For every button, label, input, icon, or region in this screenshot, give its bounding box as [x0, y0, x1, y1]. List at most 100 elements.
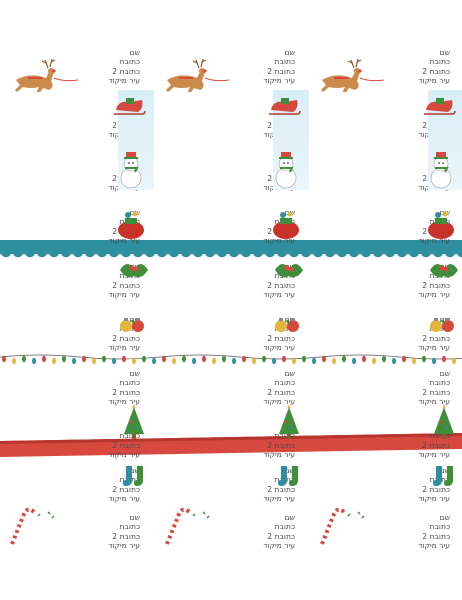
address-line-address: כתובת: [274, 522, 295, 532]
candy-cane-art: [159, 506, 215, 546]
address-line-address: כתובת: [429, 378, 450, 388]
light-bulb: [252, 357, 256, 365]
address-line-address2: כתובת 2: [112, 531, 140, 541]
light-bulb: [192, 357, 196, 365]
sleigh-art: [422, 96, 456, 118]
christmas-tree-art: [432, 404, 456, 440]
gift-sack-art: [116, 208, 146, 240]
address-line-address2: כתובת 2: [267, 484, 295, 494]
address-line-city-zip: עיר מיקוד: [108, 290, 140, 300]
address-line-address2: כתובת 2: [112, 484, 140, 494]
address-line-address2: כתובת 2: [422, 66, 450, 76]
light-bulb: [272, 357, 276, 365]
address-line-address2: כתובת 2: [422, 333, 450, 343]
light-bulb: [52, 357, 56, 365]
gift-sack-art: [271, 208, 301, 240]
address-line-city-zip: עיר מיקוד: [263, 236, 295, 246]
address-line-city-zip: עיר מיקוד: [108, 494, 140, 504]
address-line-name: שם: [439, 513, 450, 522]
light-bulb: [442, 355, 446, 363]
address-line-city-zip: עיר מיקוד: [418, 290, 450, 300]
address-line-address: כתובת: [274, 431, 295, 441]
light-bulb: [312, 357, 316, 365]
address-line-city-zip: עיר מיקוד: [108, 541, 140, 551]
string-lights: [0, 354, 462, 365]
light-bulb: [242, 355, 246, 363]
light-bulb: [292, 357, 296, 365]
address-line-name: שם: [439, 466, 450, 475]
stockings-art: [122, 464, 148, 490]
address-line-address: כתובת: [274, 378, 295, 388]
address-line-name: שם: [284, 262, 295, 271]
address-line-city-zip: עיר מיקוד: [263, 541, 295, 551]
lights-wire: [0, 354, 462, 360]
light-bulb: [42, 355, 46, 363]
light-bulb: [352, 357, 356, 365]
light-bulb: [172, 357, 176, 365]
christmas-tree-art: [122, 404, 146, 440]
sleigh-art: [112, 96, 146, 118]
light-bulb: [152, 357, 156, 365]
holly-art: [273, 256, 305, 280]
gift-sack-art: [426, 208, 456, 240]
address-line-name: שם: [129, 48, 140, 57]
address-line-city-zip: עיר מיקוד: [418, 236, 450, 246]
address-line-address: כתובת: [274, 57, 295, 67]
light-bulb: [322, 355, 326, 363]
light-bulb: [162, 355, 166, 363]
light-bulb: [112, 357, 116, 365]
address-line-city-zip: עיר מיקוד: [418, 76, 450, 86]
address-line-address: כתובת: [119, 57, 140, 67]
light-bulb: [72, 357, 76, 365]
light-bulb: [282, 355, 286, 363]
teal-ribbon-band: [0, 240, 462, 260]
address-line-address2: כתובת 2: [267, 531, 295, 541]
address-line-city-zip: עיר מיקוד: [108, 76, 140, 86]
light-bulb: [332, 357, 336, 365]
address-line-city-zip: עיר מיקוד: [263, 76, 295, 86]
address-line-name: שם: [129, 262, 140, 271]
light-bulb: [32, 357, 36, 365]
address-line-name: שם: [284, 369, 295, 378]
light-bulb: [392, 357, 396, 365]
address-line-address2: כתובת 2: [422, 387, 450, 397]
address-line-city-zip: עיר מיקוד: [108, 397, 140, 407]
address-line-city-zip: עיר מיקוד: [108, 236, 140, 246]
address-line-city-zip: עיר מיקוד: [418, 541, 450, 551]
address-line-address2: כתובת 2: [267, 280, 295, 290]
address-line-city-zip: עיר מיקוד: [263, 343, 295, 353]
reindeer-art: [314, 58, 385, 94]
address-line-address: כתובת: [429, 522, 450, 532]
address-line-city-zip: עיר מיקוד: [263, 397, 295, 407]
address-line-city-zip: עיר מיקוד: [263, 450, 295, 460]
address-line-address: כתובת: [429, 431, 450, 441]
address-line-name: שם: [439, 262, 450, 271]
address-line-city-zip: עיר מיקוד: [418, 450, 450, 460]
address-line-address: כתובת: [429, 57, 450, 67]
light-bulb: [142, 355, 146, 363]
light-bulb: [12, 357, 16, 365]
address-line-name: שם: [439, 315, 450, 324]
stockings-art: [432, 464, 458, 490]
address-line-city-zip: עיר מיקוד: [418, 494, 450, 504]
light-bulb: [122, 355, 126, 363]
light-bulb: [432, 357, 436, 365]
address-line-name: שם: [129, 513, 140, 522]
snowman-art: [273, 150, 299, 190]
light-bulb: [262, 355, 266, 363]
light-bulb: [372, 357, 376, 365]
